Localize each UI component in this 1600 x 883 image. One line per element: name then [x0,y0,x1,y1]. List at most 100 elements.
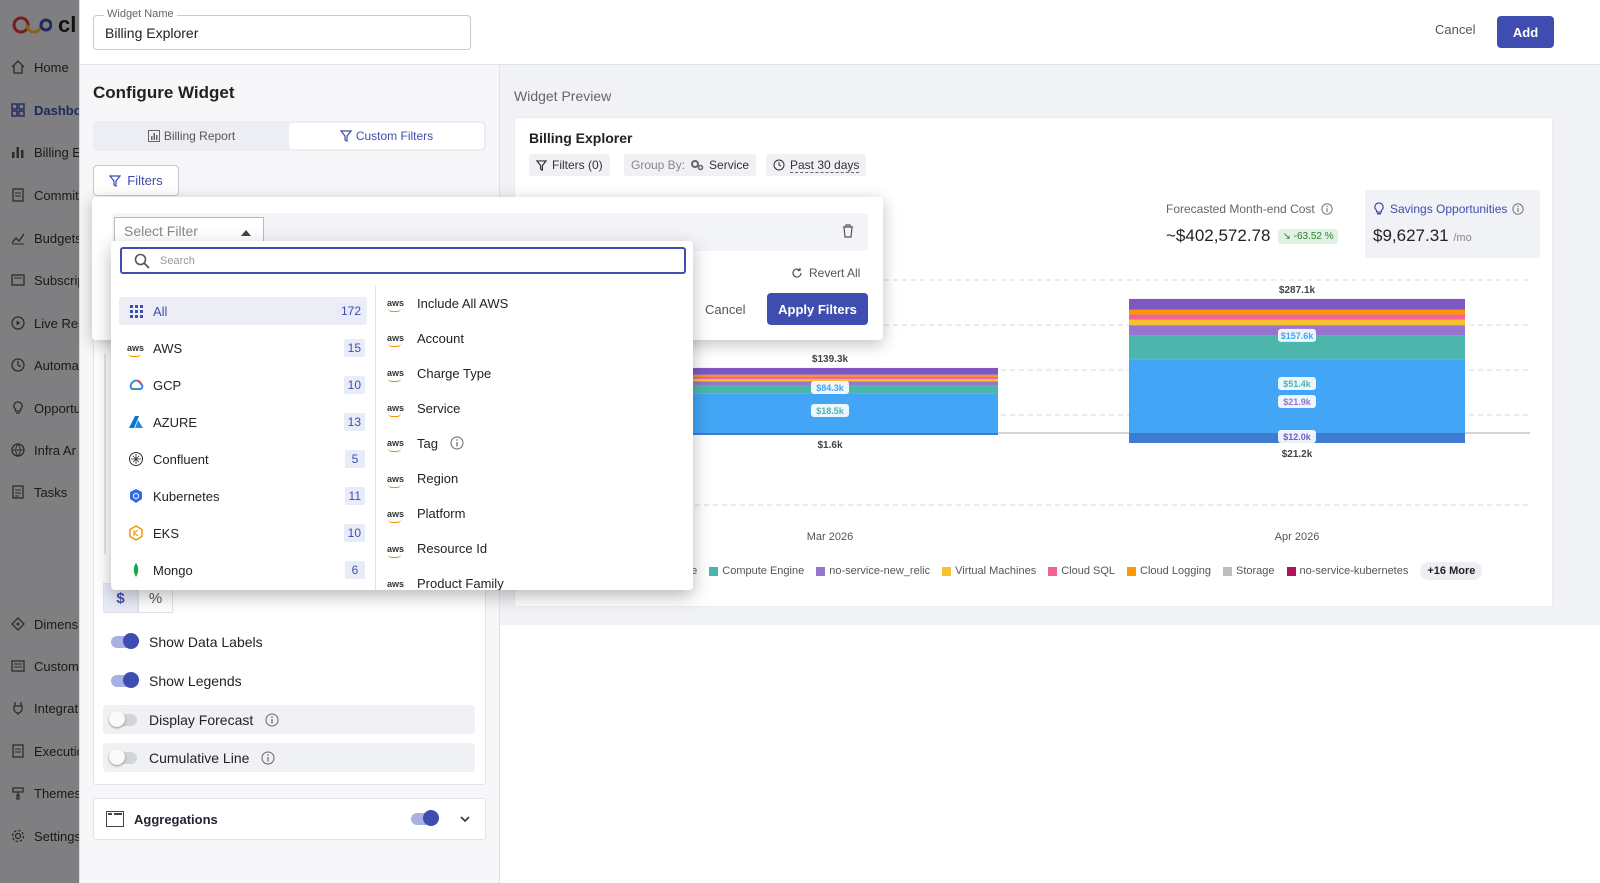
sidebar-item-home[interactable]: Home [10,55,69,79]
filters-button[interactable]: Filters [93,165,179,196]
filter-cancel-button[interactable]: Cancel [705,302,746,317]
add-button[interactable]: Add [1497,16,1554,48]
legend-swatch [1127,566,1137,576]
toggle-label: Show Legends [149,672,242,689]
filter-category-mongo[interactable]: Mongo 6 [119,556,367,584]
category-icon [119,303,153,319]
show-data-labels-switch[interactable] [111,632,139,649]
chevron-down-icon[interactable] [459,813,471,825]
sidebar-item-custom[interactable]: Custom [10,654,79,678]
display-forecast-row: Display Forecast [103,705,475,734]
sidebar-item-automa[interactable]: Automa [10,353,79,377]
filter-category-azure[interactable]: AZURE 13 [119,408,367,436]
display-forecast-switch[interactable] [109,710,137,727]
filter-category-all[interactable]: All 172 [119,297,367,325]
legend-item[interactable]: no-service-new_relic [816,565,930,577]
sidebar-item-themes[interactable]: Themes [10,781,81,805]
filter-option-charge-type[interactable]: aws Charge Type [387,362,491,384]
filter-category-confluent[interactable]: Confluent 5 [119,445,367,473]
info-icon[interactable] [261,751,275,765]
tab-billing-report[interactable]: Billing Report [95,123,288,149]
sidebar-item-label: Automa [34,357,79,373]
sidebar-item-infra-ar[interactable]: Infra Ar [10,438,76,462]
sidebar-item-commit[interactable]: Commit [10,183,79,207]
revert-all-button[interactable]: Revert All [791,266,860,280]
aggregations-switch[interactable] [411,810,439,826]
negative-label: $21.2k [1282,449,1313,460]
aws-icon: aws [387,368,405,383]
sidebar-item-billing-e[interactable]: Billing E [10,140,81,164]
sidebar-item-label: Tasks [34,484,68,500]
filter-option-platform[interactable]: aws Platform [387,503,465,525]
sidebar-item-dashbo[interactable]: Dashbo [10,98,82,122]
sidebar-item-executio[interactable]: Executio [10,739,84,763]
filter-option-resource-id[interactable]: aws Resource Id [387,538,487,560]
widget-name-field[interactable]: Widget Name Billing Explorer [93,8,471,50]
filter-option-label: Tag [417,435,438,451]
filter-option-account[interactable]: aws Account [387,327,464,349]
legend-item[interactable]: no-service-kubernetes [1286,565,1408,577]
sidebar-item-label: Integrat [34,700,79,716]
data-label-bg [1278,328,1316,342]
category-label: All [153,303,168,319]
tab-label: Billing Report [163,129,236,143]
sidebar-item-opportu[interactable]: Opportu [10,396,81,420]
category-icon [119,377,153,393]
select-filter-dropdown[interactable]: Select Filter [114,217,264,245]
sidebar-item-label: Live Res [34,315,85,331]
tab-custom-filters[interactable]: Custom Filters [289,123,484,149]
caret-up-icon [241,230,251,236]
legend-item[interactable]: Cloud SQL [1048,565,1115,577]
tab-label: Custom Filters [355,129,434,143]
category-label: Kubernetes [153,488,220,504]
aggregations-row[interactable]: Aggregations [93,798,486,840]
category-count-badge: 10 [343,524,365,542]
show-legends-switch[interactable] [111,671,139,688]
bulb-icon [13,401,23,414]
bulb-icon [1374,202,1384,215]
savings-label: Savings Opportunities [1373,202,1524,216]
legend-label: Virtual Machines [955,565,1037,577]
savings-card[interactable]: Savings Opportunities $9,627.31 /mo [1365,190,1540,258]
trash-icon[interactable] [842,224,854,238]
info-icon[interactable] [450,436,464,450]
filter-category-aws[interactable]: aws AWS 15 [119,334,367,362]
sidebar-item-integrat[interactable]: Integrat [10,696,78,720]
filter-category-gcp[interactable]: GCP 10 [119,371,367,399]
configure-title: Configure Widget [93,83,235,102]
filters-chip[interactable]: Filters (0) [529,154,610,176]
info-icon[interactable] [265,713,279,727]
sidebar-item-dimens[interactable]: Dimens [10,612,78,636]
filter-option-region[interactable]: aws Region [387,468,458,490]
legend-item[interactable]: Storage [1223,565,1275,577]
date-range-chip[interactable]: Past 30 days [766,154,867,176]
apply-filters-button[interactable]: Apply Filters [767,293,868,325]
info-icon[interactable] [1512,203,1524,215]
filter-search-input[interactable]: Search [120,247,686,274]
sidebar-item-subscrip[interactable]: Subscrip [10,268,85,292]
filter-category-eks[interactable]: EKS 10 [119,519,367,547]
legend-item[interactable]: Compute Engine [709,565,804,577]
aws-icon: aws [387,438,405,453]
sidebar-item-tasks[interactable]: Tasks [10,480,67,504]
filter-option-include-all-aws[interactable]: aws Include All AWS [387,292,508,314]
cancel-button[interactable]: Cancel [1435,22,1476,37]
gears-icon [691,160,704,171]
legend-item[interactable]: Cloud Logging [1127,565,1211,577]
legend-item[interactable]: Virtual Machines [942,565,1036,577]
sidebar-item-live-res[interactable]: Live Res [10,311,85,335]
legend-more-button[interactable]: +16 More [1420,562,1483,580]
bar-segment [1129,319,1465,326]
filter-option-tag[interactable]: aws Tag [387,432,464,454]
filter-category-kubernetes[interactable]: Kubernetes 11 [119,482,367,510]
widget-name-input[interactable]: Billing Explorer [105,25,199,41]
category-count-badge: 5 [345,450,365,468]
cumulative-line-switch[interactable] [109,748,137,765]
sidebar-item-settings[interactable]: Settings [10,824,81,848]
filter-option-service[interactable]: aws Service [387,397,460,419]
info-icon[interactable] [1321,203,1333,215]
sidebar-item-budgets[interactable]: Budgets [10,226,82,250]
filter-option-product-family[interactable]: aws Product Family [387,573,504,590]
group-by-chip[interactable]: Group By: Service [624,154,757,176]
